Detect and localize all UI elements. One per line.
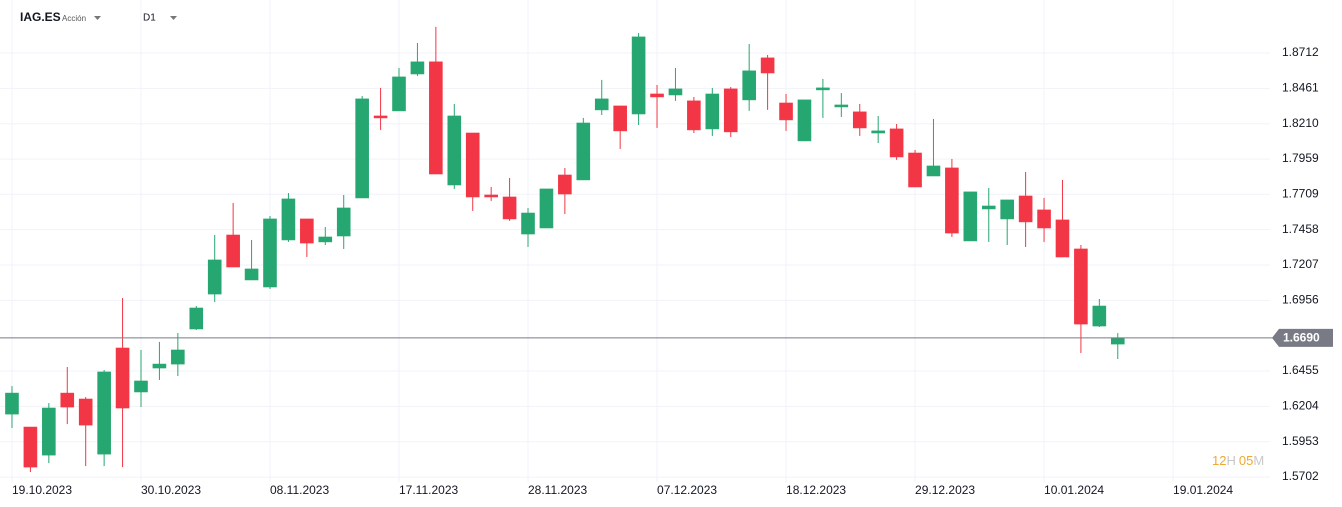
candle-body: [465, 132, 480, 198]
candle-body: [300, 218, 314, 244]
candle-body: [723, 88, 738, 133]
x-tick-label: 19.01.2024: [1173, 483, 1233, 497]
candle-body: [668, 88, 683, 96]
y-tick-label: 1.7709: [1282, 186, 1319, 200]
last-price-label: 1.6690: [1283, 331, 1320, 345]
candle-body: [594, 98, 609, 111]
candle-body: [981, 205, 996, 210]
y-tick-label: 1.7458: [1282, 222, 1319, 236]
x-tick-label: 28.11.2023: [528, 483, 587, 497]
y-tick-label: 1.7207: [1282, 257, 1319, 271]
candle-body: [78, 398, 93, 426]
candle-body: [189, 307, 204, 330]
y-tick-label: 1.6204: [1282, 399, 1319, 413]
candle-body: [318, 236, 333, 243]
timer-minutes-unit: M: [1253, 453, 1264, 468]
candle-body: [97, 371, 111, 455]
candle-body: [797, 99, 812, 142]
x-tick-label: 19.10.2023: [12, 483, 72, 497]
timer-hours-unit: H: [1226, 453, 1235, 468]
candle-body: [631, 36, 646, 115]
candle-body: [392, 76, 406, 112]
y-tick-label: 1.5953: [1282, 434, 1319, 448]
candle-body: [871, 130, 885, 134]
candle-body: [207, 259, 222, 295]
x-tick-label: 30.10.2023: [141, 483, 201, 497]
candle-body: [134, 380, 148, 393]
candle-body: [336, 207, 351, 237]
dropdown-caret[interactable]: [170, 16, 177, 20]
timeframe[interactable]: D1: [143, 13, 156, 24]
candle-body: [429, 61, 443, 175]
candle-body: [281, 198, 296, 241]
candle-body: [42, 407, 56, 456]
timer-minutes: 05: [1239, 453, 1253, 468]
candle-body: [760, 57, 775, 74]
y-tick-label: 1.8712: [1282, 45, 1319, 59]
candle-body: [1037, 209, 1051, 229]
candle-body: [926, 165, 941, 177]
y-tick-label: 1.6956: [1282, 293, 1319, 307]
x-tick-label: 08.11.2023: [270, 483, 329, 497]
last-price-tag: [1272, 328, 1333, 347]
dropdown-caret[interactable]: [94, 16, 101, 20]
candle-body: [1110, 337, 1125, 345]
candle-body: [908, 152, 922, 188]
y-tick-label: 1.8210: [1282, 116, 1319, 130]
candle-body: [539, 188, 554, 229]
symbol[interactable]: IAG.ES: [20, 10, 61, 24]
candle-body: [226, 234, 240, 268]
y-tick-label: 1.5702: [1282, 469, 1319, 483]
candle-body: [834, 104, 849, 108]
candle-body: [705, 93, 720, 130]
candle-body: [115, 347, 130, 409]
candle-body: [263, 218, 277, 288]
candle-body: [60, 392, 75, 408]
candle-body: [1000, 199, 1014, 220]
y-tick-label: 1.8461: [1282, 81, 1319, 95]
session-timer: 12H 05M: [1212, 453, 1264, 468]
candle-body: [779, 102, 793, 121]
x-tick-label: 07.12.2023: [657, 483, 717, 497]
candle-body: [1092, 305, 1107, 327]
candle-body: [5, 392, 19, 415]
candle-body: [502, 196, 517, 220]
candle-body: [742, 70, 756, 101]
candle-body: [521, 212, 535, 235]
candle-body: [963, 191, 978, 242]
candle-body: [613, 105, 627, 132]
x-tick-label: 29.12.2023: [915, 483, 975, 497]
candle-body: [1074, 248, 1088, 325]
timer-hours: 12: [1212, 453, 1226, 468]
y-tick-label: 1.6455: [1282, 363, 1319, 377]
candle-body: [244, 268, 259, 281]
candle-body: [171, 349, 185, 365]
x-tick-label: 17.11.2023: [399, 483, 458, 497]
x-tick-label: 18.12.2023: [786, 483, 846, 497]
candle-body: [484, 194, 498, 198]
candle-body: [447, 115, 462, 186]
toolbar: IAG.ES Acción D1: [20, 10, 177, 24]
candle-body: [687, 100, 701, 131]
candle-body: [576, 122, 591, 181]
candle-body: [355, 98, 369, 199]
candle-body: [1018, 195, 1033, 223]
candle-body: [889, 128, 904, 158]
candle-body: [373, 115, 388, 119]
candle-body: [1055, 219, 1070, 258]
asset-type: Acción: [62, 14, 86, 23]
candle-body: [558, 174, 572, 195]
y-tick-label: 1.7959: [1282, 151, 1319, 165]
candle-body: [410, 61, 425, 75]
candle-body: [650, 93, 664, 98]
candle-body: [152, 363, 167, 369]
x-tick-label: 10.01.2024: [1044, 483, 1104, 497]
candle-body: [945, 167, 959, 234]
candle-body: [852, 111, 867, 129]
axes: 1.5702 1.5953 1.6204 1.6455 1.6956 1.7207 1.74…: [12, 45, 1333, 497]
candle-body: [23, 426, 38, 468]
plot-area: [0, 26, 1275, 472]
candle-body: [816, 87, 830, 91]
